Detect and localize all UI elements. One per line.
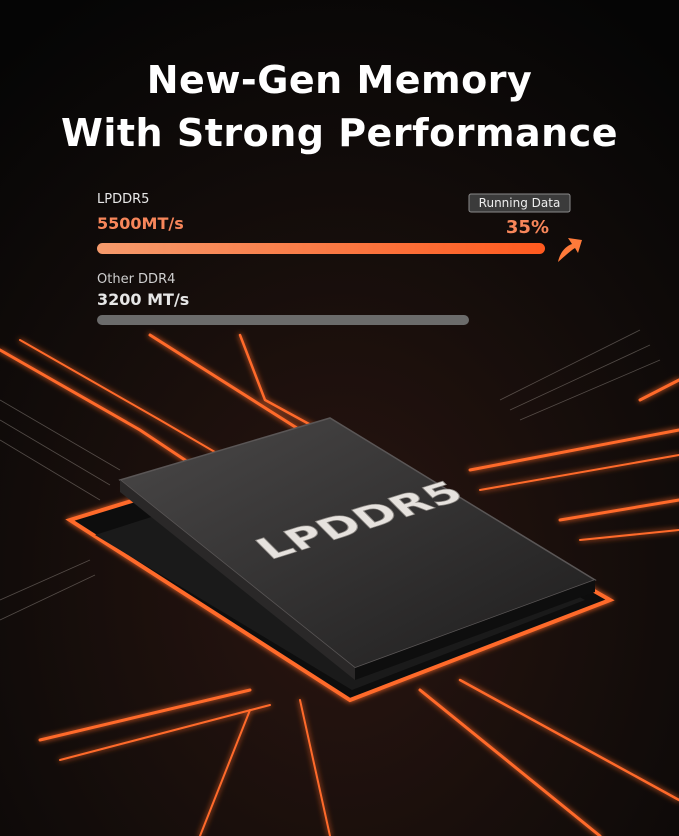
headline-line: New-Gen Memory [146, 58, 533, 102]
item-name: LPDDR5 [97, 192, 150, 207]
item-name: Other DDR4 [97, 272, 176, 287]
item-speed: 5500MT/s [97, 214, 184, 233]
item-speed: 3200 MT/s [97, 290, 190, 309]
headline-line: With Strong Performance [60, 111, 619, 155]
lpddr5-bar [97, 243, 545, 254]
up-arrow [558, 238, 582, 262]
gain: 35% [505, 217, 549, 238]
ddr4-bar [97, 315, 469, 325]
badge-box [468, 193, 571, 213]
badge: Running Data [478, 196, 561, 210]
